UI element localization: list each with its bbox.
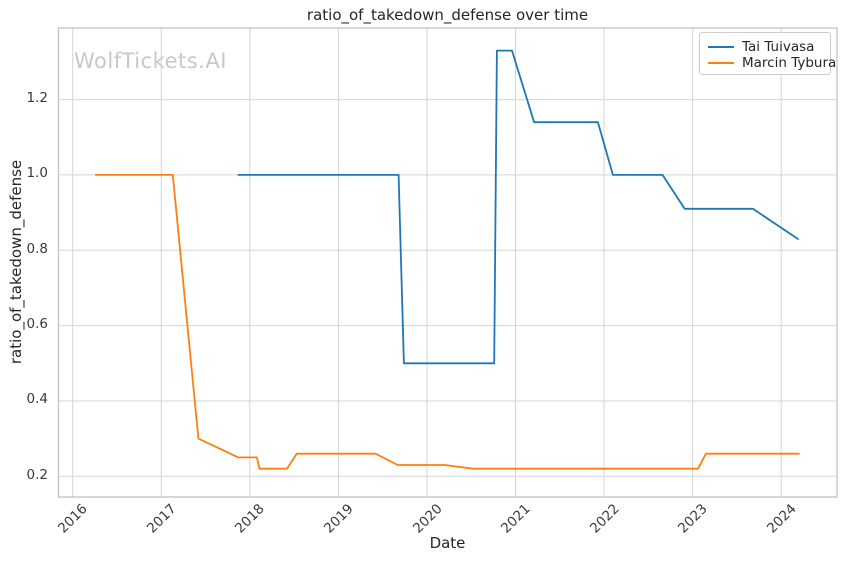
legend-line-sample-tai-tuivasa xyxy=(708,46,734,48)
plot-border xyxy=(57,27,838,498)
y-tick-label: 0.4 xyxy=(26,391,48,408)
legend-line-sample-marcin-tybura xyxy=(708,62,734,64)
chart-title: ratio_of_takedown_defense over time xyxy=(306,6,589,24)
legend-item-marcin-tybura: Marcin Tybura xyxy=(708,55,836,71)
x-axis-label: Date xyxy=(429,534,466,552)
y-tick-label: 1.2 xyxy=(26,90,48,107)
y-tick-label: 0.8 xyxy=(26,240,48,257)
series-line-marcin-tybura xyxy=(94,173,800,470)
legend-item-tai-tuivasa: Tai Tuivasa xyxy=(708,39,822,55)
y-tick-label: 0.6 xyxy=(26,316,48,333)
y-axis-label: ratio_of_takedown_defense xyxy=(7,159,25,365)
legend: Tai Tuivasa Marcin Tybura xyxy=(699,32,836,75)
series-line-tai-tuivasa xyxy=(237,49,799,365)
watermark-text: WolfTickets.AI xyxy=(74,49,227,73)
legend-label-marcin-tybura: Marcin Tybura xyxy=(742,55,837,71)
y-tick-label: 1.0 xyxy=(26,165,48,182)
legend-label-tai-tuivasa: Tai Tuivasa xyxy=(742,39,815,55)
y-tick-label: 0.2 xyxy=(26,466,48,483)
